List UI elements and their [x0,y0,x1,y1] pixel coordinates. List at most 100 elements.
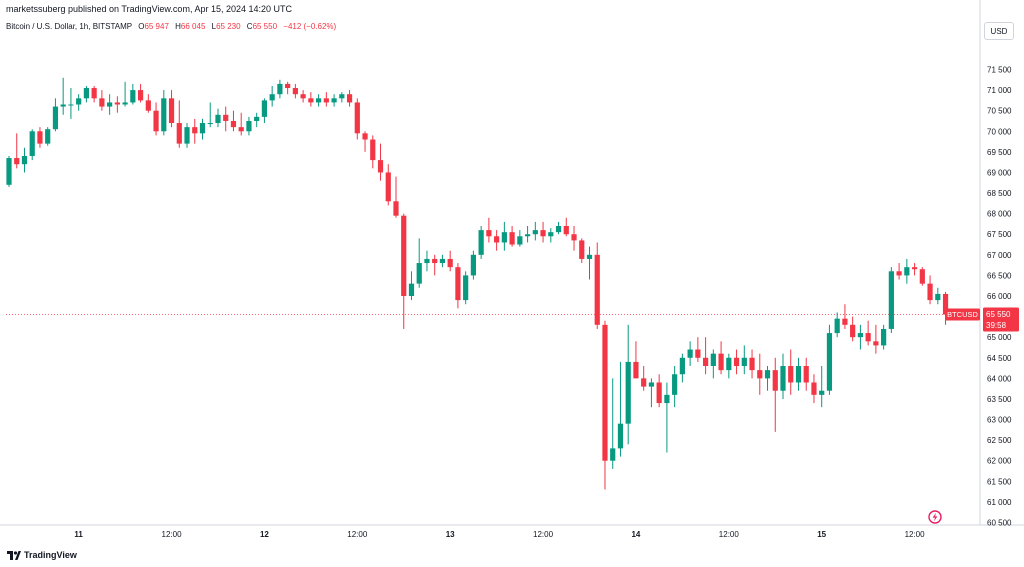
candle [478,225,484,259]
candle-body [935,293,941,301]
candle-body [710,353,716,367]
candle-body [432,258,438,264]
candle-body [555,225,562,233]
candle-body [795,366,802,383]
candle [145,94,151,113]
candle [834,312,840,338]
candle-body [679,357,685,375]
candle [130,83,136,105]
candle [238,112,244,136]
candle-body [803,366,809,383]
candle [401,213,407,329]
candle [850,316,856,342]
candle-body [408,283,415,296]
candle [354,98,360,140]
candle [184,123,190,148]
candle-body [733,357,740,367]
candle [904,258,910,284]
candle [633,341,639,379]
candle-body [563,225,569,235]
candle [881,324,887,350]
candle-body [811,382,817,395]
candle [672,366,678,408]
candle [346,90,353,107]
candle [60,77,66,115]
y-tick-label: 71 000 [987,86,1012,95]
candles-group [6,77,949,490]
candle-body [904,267,910,276]
candle [842,304,848,329]
candle [857,324,863,350]
candle-body [316,98,322,103]
candle [285,81,291,95]
candle [199,118,206,140]
candle [757,353,763,395]
candle-body [834,318,840,334]
candle-body [463,275,469,301]
candle-body [888,271,894,329]
candle [269,85,275,107]
candle-body [780,366,786,391]
candle [215,108,221,128]
candle [664,382,670,453]
candle [911,263,918,276]
candle-body [726,357,732,371]
candle [470,250,476,280]
candle [873,324,879,354]
candle [764,366,771,391]
candle [223,106,229,132]
candle [679,353,685,383]
candle-body [277,83,283,95]
candle [509,225,515,247]
candle-body [656,382,662,404]
symbol-legend: Bitcoin / U.S. Dollar, 1h, BITSTAMP O65 … [6,22,336,31]
candle [795,357,802,391]
candle [424,250,430,272]
candle [230,110,237,132]
lightning-icon[interactable] [928,510,942,524]
tradingview-logo[interactable]: TradingView [7,550,77,560]
candle-body [130,90,136,103]
candle [548,228,554,243]
candle-body [269,94,275,101]
candle-body [261,100,268,117]
symbol-title[interactable]: Bitcoin / U.S. Dollar, 1h, BITSTAMP [6,22,132,31]
candle [602,320,608,490]
candle-body [292,88,298,95]
candle-body [501,232,507,243]
candle [277,79,283,99]
candle [826,324,833,395]
candle [656,374,662,408]
candle-body [385,172,391,202]
x-tick-label: 12 [260,530,269,539]
candle-body [757,370,763,379]
candle [447,250,453,272]
candle [555,221,562,235]
candle-body [21,155,28,165]
candle-body [881,328,887,346]
candle [83,85,89,103]
candle [439,254,446,268]
candle [122,81,128,107]
candle-body [176,123,182,144]
price-tag-price: 65 550 [986,310,1011,319]
candle [362,131,368,152]
candle [896,263,902,280]
candle-body [850,324,856,338]
candle-body [153,110,159,132]
candle [29,129,35,161]
y-tick-label: 70 000 [987,127,1012,136]
close-label: C [246,22,253,31]
candle [370,135,376,169]
candle [772,357,778,432]
candle-body [68,104,74,106]
candle-body [927,283,933,301]
candle [161,90,167,136]
candle [594,242,600,329]
y-tick-label: 61 000 [987,498,1012,507]
y-tick-label: 68 000 [987,210,1012,219]
candle-body [455,267,461,301]
candle [6,155,12,187]
currency-button[interactable]: USD [984,22,1014,40]
